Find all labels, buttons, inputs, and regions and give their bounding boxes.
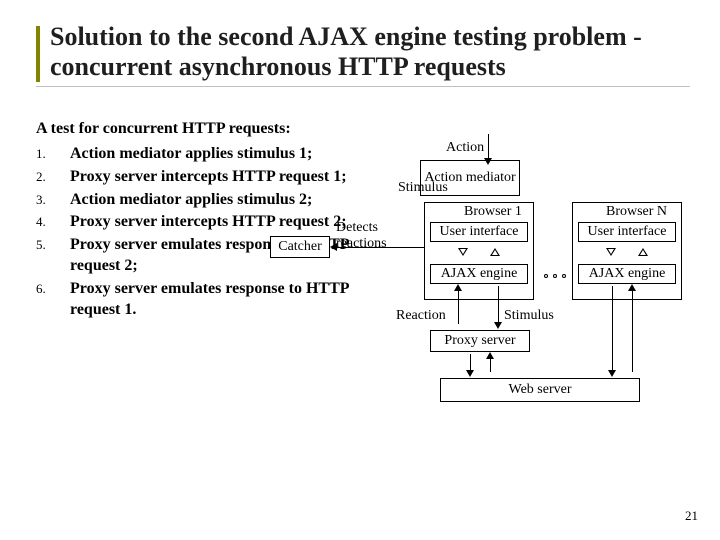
ui-to-engine1-down bbox=[458, 248, 468, 256]
title-accent-bar bbox=[36, 26, 40, 82]
user-interface1-label: User interface bbox=[440, 224, 519, 239]
arrow-action-head bbox=[484, 158, 492, 165]
arrow-action bbox=[488, 134, 489, 160]
arrow-proxy-web1-head bbox=[466, 370, 474, 377]
browserN-label: Browser N bbox=[606, 204, 667, 220]
title-block: Solution to the second AJAX engine testi… bbox=[36, 22, 690, 82]
ellipsis-dot bbox=[562, 274, 566, 278]
user-interfaceN-label: User interface bbox=[588, 224, 667, 239]
arrow-reaction-head bbox=[454, 284, 462, 291]
ajax-engineN-box: AJAX engine bbox=[578, 264, 676, 284]
stimulus-bot-label: Stimulus bbox=[504, 308, 554, 324]
arrow-engineN-web-head bbox=[608, 370, 616, 377]
ajax-engine1-label: AJAX engine bbox=[441, 266, 518, 281]
web-server-label: Web server bbox=[508, 382, 571, 397]
arrow-engineN-web bbox=[612, 286, 613, 372]
arrow-stimulus-bot bbox=[498, 286, 499, 324]
arrow-detects bbox=[336, 247, 424, 248]
arrow-detects-head bbox=[330, 243, 337, 251]
ellipsis-dot bbox=[544, 274, 548, 278]
proxy-server-box: Proxy server bbox=[430, 330, 530, 352]
ellipsis-dot bbox=[553, 274, 557, 278]
engine-to-ui1-up bbox=[490, 248, 500, 256]
step-number: 4. bbox=[36, 212, 70, 233]
catcher-box: Catcher bbox=[270, 236, 330, 258]
catcher-label: Catcher bbox=[278, 239, 322, 254]
arrow-stimulus-bot-head bbox=[494, 322, 502, 329]
action-label: Action bbox=[446, 140, 484, 156]
ajax-engineN-label: AJAX engine bbox=[589, 266, 666, 281]
step-number: 2. bbox=[36, 167, 70, 188]
web-server-box: Web server bbox=[440, 378, 640, 402]
slide-title: Solution to the second AJAX engine testi… bbox=[36, 22, 690, 82]
arrow-web-engineN bbox=[632, 286, 633, 372]
browser1-label: Browser 1 bbox=[464, 204, 522, 220]
page-number: 21 bbox=[685, 508, 698, 524]
user-interfaceN-box: User interface bbox=[578, 222, 676, 242]
arrow-web-proxy1-head bbox=[486, 352, 494, 359]
arrow-reaction bbox=[458, 286, 459, 324]
arrow-web-engineN-head bbox=[628, 284, 636, 291]
step-number: 6. bbox=[36, 279, 70, 321]
stimulus-top-label: Stimulus bbox=[398, 180, 448, 196]
proxy-server-label: Proxy server bbox=[444, 333, 515, 348]
title-underline bbox=[36, 86, 690, 87]
architecture-diagram: Action mediator Action Stimulus Catcher … bbox=[260, 130, 710, 410]
step-number: 1. bbox=[36, 144, 70, 165]
slide: Solution to the second AJAX engine testi… bbox=[0, 0, 720, 540]
ajax-engine1-box: AJAX engine bbox=[430, 264, 528, 284]
engine-to-uiN-up bbox=[638, 248, 648, 256]
step-number: 5. bbox=[36, 235, 70, 277]
user-interface1-box: User interface bbox=[430, 222, 528, 242]
step-number: 3. bbox=[36, 190, 70, 211]
ui-to-engineN-down bbox=[606, 248, 616, 256]
reaction-label: Reaction bbox=[396, 308, 446, 324]
